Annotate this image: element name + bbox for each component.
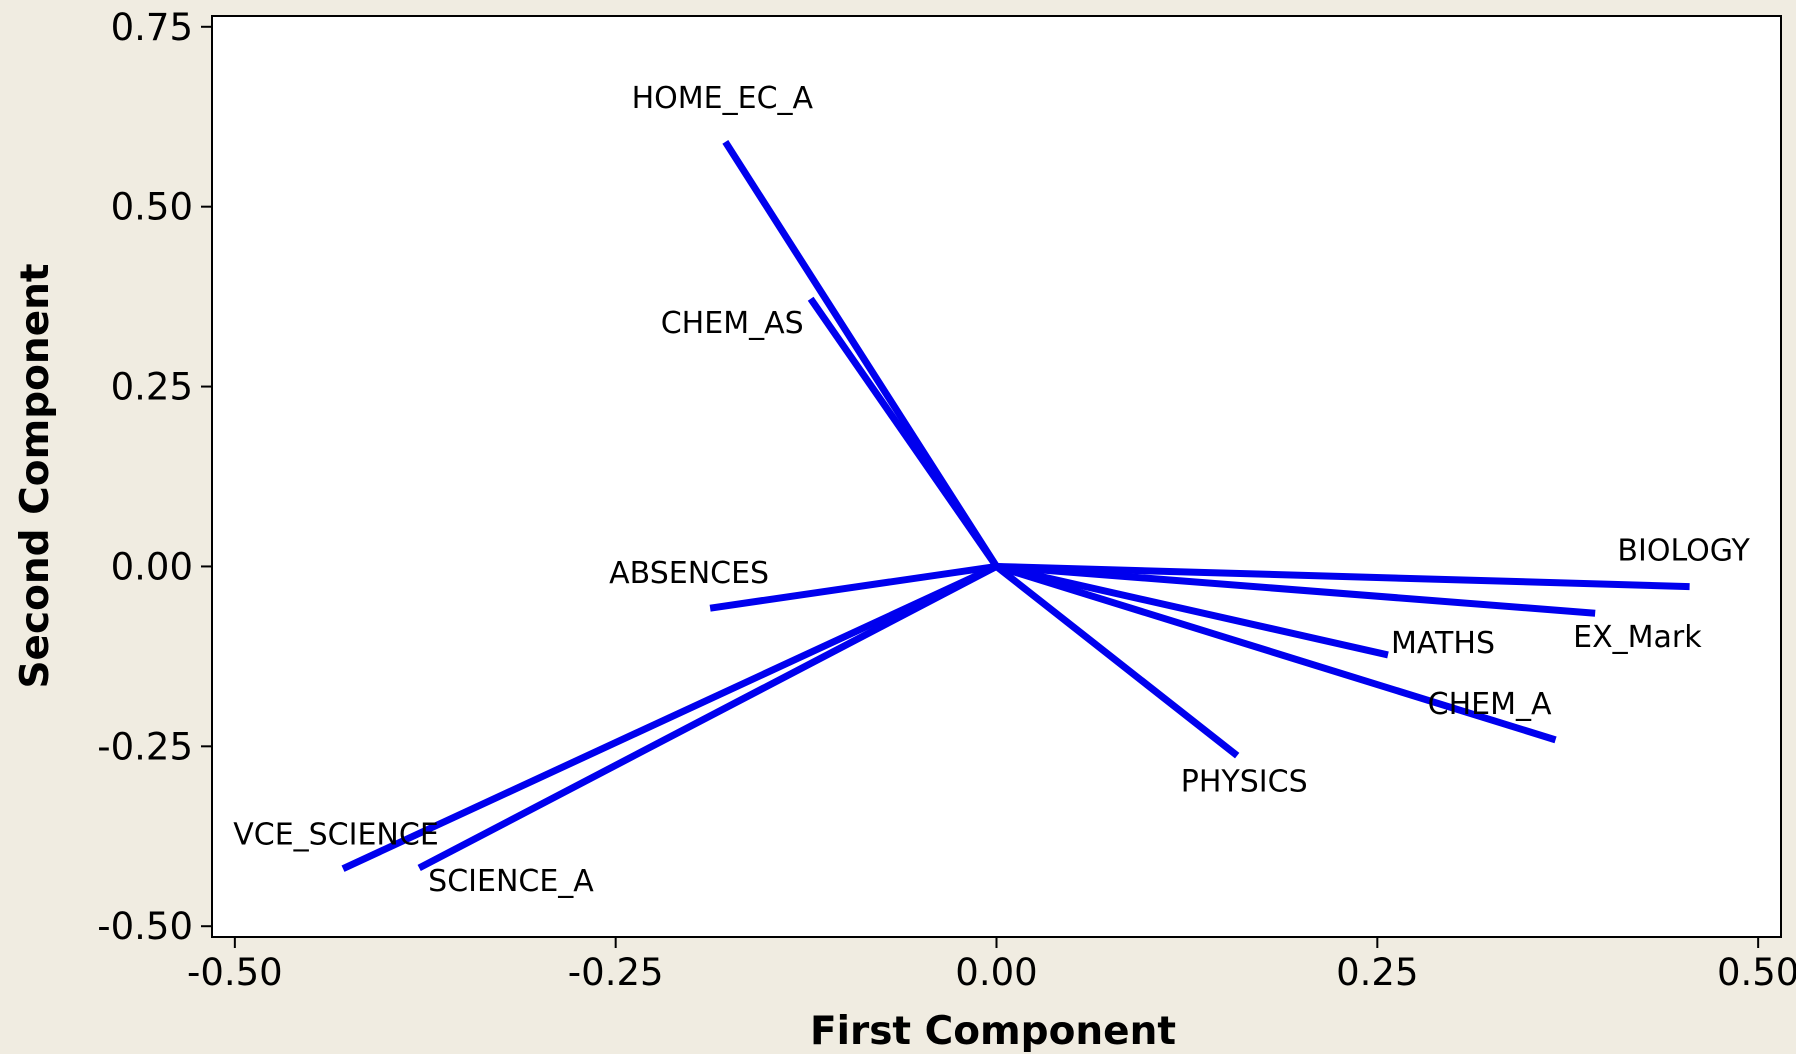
vector-label-biology: BIOLOGY (1617, 534, 1750, 569)
vector-label-maths: MATHS (1391, 626, 1495, 661)
loading-vectors (341, 140, 1690, 872)
vector-label-vce-science: VCE_SCIENCE (233, 818, 439, 853)
y-tick-label: -0.25 (97, 725, 193, 768)
vector-line-science-a (417, 563, 999, 872)
vector-labels: HOME_EC_A CHEM_AS ABSENCES VCE_SCIENCE SCIEN… (233, 81, 1750, 899)
vector-line-chem-as (807, 296, 1000, 569)
vector-label-ex-mark: EX_Mark (1573, 620, 1702, 655)
y-tick-label: 0.00 (111, 545, 193, 588)
y-tick-label: 0.25 (111, 366, 193, 409)
vector-label-physics: PHYSICS (1181, 765, 1308, 800)
vector-line-absences (709, 562, 998, 612)
vector-line-physics (994, 563, 1240, 759)
x-tick-label: 0.25 (1336, 951, 1418, 994)
vector-label-chem-a: CHEM_A (1428, 687, 1552, 722)
vector-label-home-ec-a: HOME_EC_A (632, 81, 814, 116)
x-axis: -0.50 -0.25 0.00 0.25 0.50 (187, 937, 1796, 994)
x-tick-label: 0.00 (955, 951, 1037, 994)
y-axis-title: Second Component (13, 263, 58, 688)
y-tick-label: -0.50 (97, 905, 193, 948)
y-tick-label: 0.75 (111, 6, 193, 49)
x-tick-label: -0.50 (187, 951, 283, 994)
y-tick-label: 0.50 (111, 186, 193, 229)
x-tick-label: 0.50 (1717, 951, 1796, 994)
x-tick-label: -0.25 (568, 951, 664, 994)
y-axis: -0.50 -0.25 0.00 0.25 0.50 0.75 (97, 6, 212, 948)
vector-label-chem-as: CHEM_AS (661, 306, 804, 341)
x-axis-title: First Component (810, 1009, 1176, 1054)
vector-line-ex-mark (996, 562, 1596, 617)
plot-area (211, 15, 1782, 938)
vector-label-science-a: SCIENCE_A (428, 864, 594, 899)
vector-label-absences: ABSENCES (609, 556, 769, 591)
vector-line-biology (996, 562, 1690, 591)
vector-line-chem-a (995, 563, 1557, 744)
vector-line-maths (995, 563, 1389, 659)
vector-line-vce-science (341, 563, 998, 872)
